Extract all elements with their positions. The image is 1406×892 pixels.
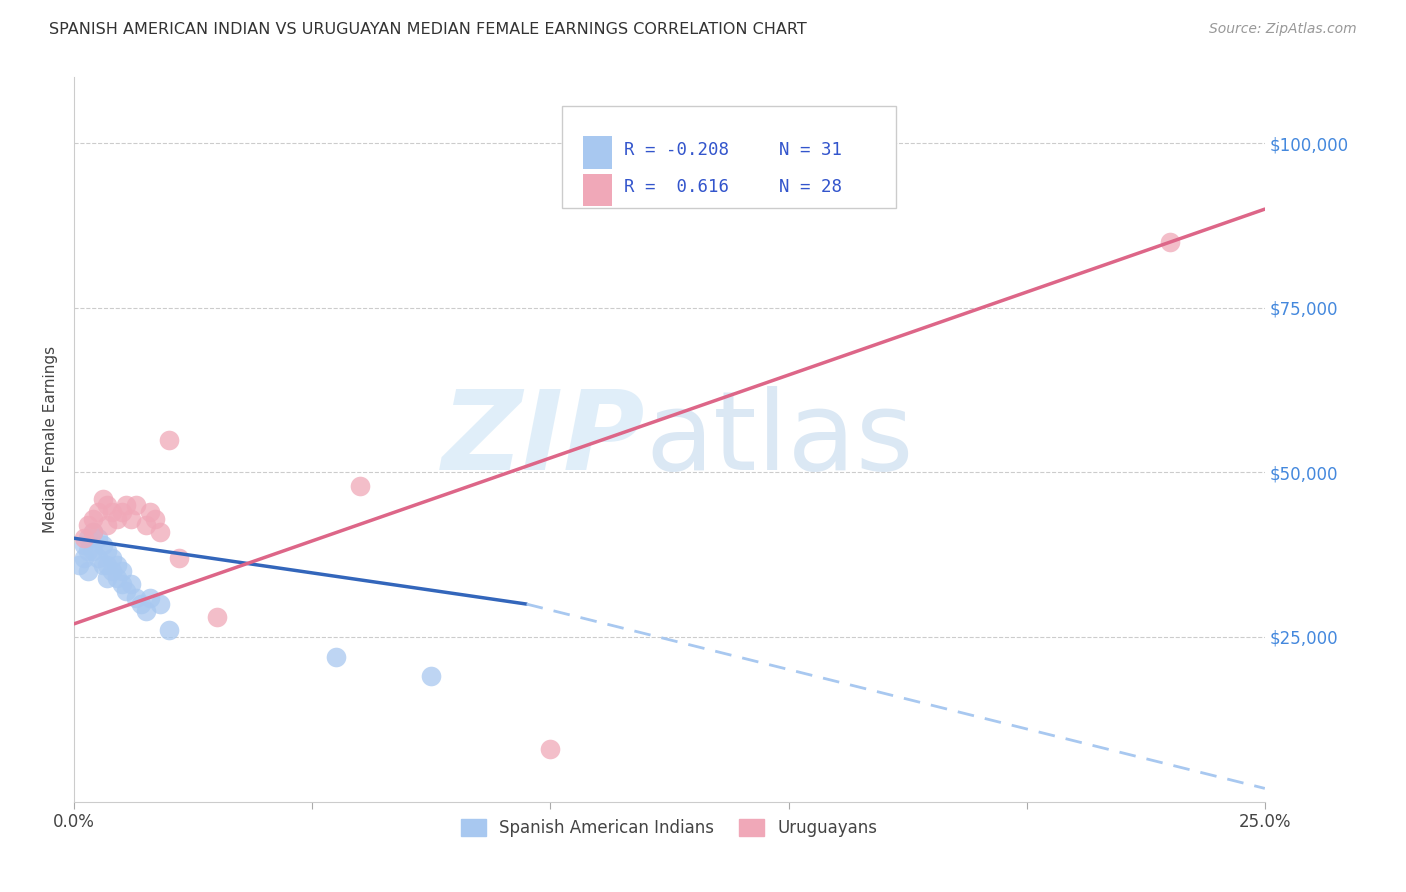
Point [120,511,142,525]
Point [111,505,134,519]
Point [77,564,100,578]
Point [135,518,157,533]
Point [167,551,190,566]
Point [139,591,162,605]
Point [105,558,128,572]
Point [157,624,180,638]
Point [91,538,114,552]
Text: ZIP: ZIP [441,386,645,493]
FancyBboxPatch shape [582,136,612,169]
Point [115,583,138,598]
FancyBboxPatch shape [562,106,896,208]
Point [111,577,134,591]
Point [77,544,100,558]
Point [96,571,118,585]
Point [105,511,128,525]
Point [82,524,104,539]
Point [72,551,94,566]
Point [96,518,118,533]
Point [82,524,104,539]
Point [72,538,94,552]
Point [325,649,347,664]
Point [77,518,100,533]
Point [91,491,114,506]
Legend: Spanish American Indians, Uruguayans: Spanish American Indians, Uruguayans [454,813,884,844]
Point [125,499,148,513]
Point [778,136,800,151]
Text: N = 31: N = 31 [779,141,842,159]
Point [96,558,118,572]
Text: atlas: atlas [645,386,914,493]
Text: SPANISH AMERICAN INDIAN VS URUGUAYAN MEDIAN FEMALE EARNINGS CORRELATION CHART: SPANISH AMERICAN INDIAN VS URUGUAYAN MED… [49,22,807,37]
Point [157,433,180,447]
Point [96,499,118,513]
Point [149,597,172,611]
Point [115,499,138,513]
Point [1159,235,1181,249]
Point [135,604,157,618]
Point [149,524,172,539]
Point [129,597,152,611]
Point [111,564,134,578]
Point [420,669,443,683]
Text: Source: ZipAtlas.com: Source: ZipAtlas.com [1209,22,1357,37]
Point [139,505,162,519]
Point [87,551,110,566]
Point [105,571,128,585]
Point [205,610,228,624]
Y-axis label: Median Female Earnings: Median Female Earnings [44,346,58,533]
Point [77,531,100,545]
Point [91,558,114,572]
Point [87,531,110,545]
Point [82,511,104,525]
Point [101,505,124,519]
Point [72,531,94,545]
Text: R =  0.616: R = 0.616 [624,178,730,196]
Point [96,544,118,558]
Point [143,511,166,525]
Point [67,558,90,572]
Point [349,478,371,492]
Point [538,742,561,756]
Point [125,591,148,605]
Text: N = 28: N = 28 [779,178,842,196]
Point [87,505,110,519]
FancyBboxPatch shape [582,174,612,206]
Text: R = -0.208: R = -0.208 [624,141,730,159]
Point [82,544,104,558]
Point [101,564,124,578]
Point [101,551,124,566]
Point [120,577,142,591]
